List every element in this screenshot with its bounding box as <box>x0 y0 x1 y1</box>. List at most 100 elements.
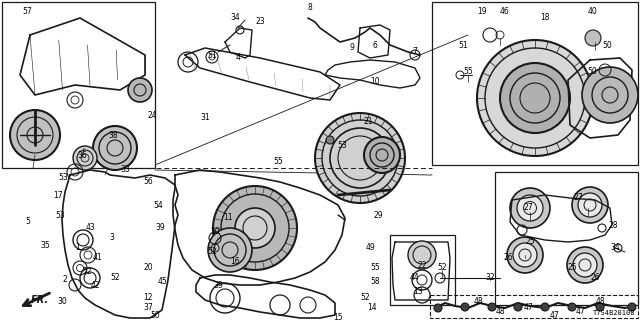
Circle shape <box>567 247 603 283</box>
Text: 47: 47 <box>575 308 585 316</box>
Text: 3: 3 <box>109 234 115 243</box>
Text: 12: 12 <box>143 293 153 302</box>
Text: 18: 18 <box>540 13 550 22</box>
Circle shape <box>364 137 400 173</box>
Text: 19: 19 <box>477 7 487 17</box>
Text: 52: 52 <box>437 263 447 273</box>
Circle shape <box>235 208 275 248</box>
Text: 50: 50 <box>587 68 597 76</box>
Text: 53: 53 <box>58 173 68 182</box>
Circle shape <box>73 146 97 170</box>
Text: 11: 11 <box>223 213 233 222</box>
Circle shape <box>541 303 549 311</box>
Text: 16: 16 <box>230 258 240 267</box>
Text: 37: 37 <box>143 303 153 313</box>
Text: 51: 51 <box>458 41 468 50</box>
Text: 30: 30 <box>57 298 67 307</box>
Text: 22: 22 <box>417 260 427 269</box>
Circle shape <box>10 110 60 160</box>
Text: 52: 52 <box>110 274 120 283</box>
Circle shape <box>93 126 137 170</box>
Circle shape <box>434 304 442 312</box>
Circle shape <box>507 237 543 273</box>
Text: 56: 56 <box>143 178 153 187</box>
Text: 45: 45 <box>157 277 167 286</box>
Circle shape <box>572 187 608 223</box>
Text: 55: 55 <box>273 157 283 166</box>
Text: 48: 48 <box>595 298 605 307</box>
Circle shape <box>514 303 522 311</box>
Text: 2: 2 <box>63 276 67 284</box>
Circle shape <box>477 40 593 156</box>
Bar <box>2 2 155 168</box>
Text: 53: 53 <box>337 140 347 149</box>
Text: 10: 10 <box>370 77 380 86</box>
Circle shape <box>582 67 638 123</box>
Circle shape <box>585 30 601 46</box>
Text: 15: 15 <box>333 314 343 320</box>
Text: 48: 48 <box>473 298 483 307</box>
Text: 21: 21 <box>364 117 372 126</box>
Text: 26: 26 <box>590 274 600 283</box>
Text: 49: 49 <box>365 244 375 252</box>
Circle shape <box>573 253 597 277</box>
Bar <box>432 2 638 165</box>
Text: FR.: FR. <box>31 295 49 305</box>
Text: 17: 17 <box>53 190 63 199</box>
Text: 20: 20 <box>143 263 153 273</box>
Text: 51: 51 <box>207 51 217 60</box>
Text: 36: 36 <box>77 150 87 159</box>
Text: 8: 8 <box>308 4 312 12</box>
Text: 25: 25 <box>567 263 577 273</box>
Text: T7S4B20108: T7S4B20108 <box>593 310 635 316</box>
Text: 24: 24 <box>147 110 157 119</box>
Circle shape <box>578 193 602 217</box>
Text: 39: 39 <box>213 281 223 290</box>
Circle shape <box>461 303 469 311</box>
Text: 41: 41 <box>92 253 102 262</box>
Text: 31: 31 <box>200 114 210 123</box>
Text: 47: 47 <box>523 303 533 313</box>
Circle shape <box>326 136 334 144</box>
Bar <box>430 295 638 318</box>
Text: 26: 26 <box>503 253 513 262</box>
Circle shape <box>596 303 604 311</box>
Text: 40: 40 <box>587 7 597 17</box>
Text: 25: 25 <box>525 237 535 246</box>
Text: 52: 52 <box>82 268 92 276</box>
Text: 32: 32 <box>485 274 495 283</box>
Text: 14: 14 <box>367 303 377 313</box>
Circle shape <box>628 303 636 311</box>
Text: 57: 57 <box>22 7 32 17</box>
Text: 34: 34 <box>610 244 620 252</box>
Text: 58: 58 <box>370 277 380 286</box>
Bar <box>390 235 455 305</box>
Text: 47: 47 <box>550 310 560 319</box>
Text: 1: 1 <box>76 244 81 252</box>
Text: 43: 43 <box>85 223 95 233</box>
Text: 46: 46 <box>500 7 510 17</box>
Circle shape <box>517 195 543 221</box>
Text: 29: 29 <box>373 211 383 220</box>
Text: 48: 48 <box>495 308 505 316</box>
Bar <box>495 172 638 305</box>
Text: 33: 33 <box>120 165 130 174</box>
Circle shape <box>315 113 405 203</box>
Text: 28: 28 <box>608 220 618 229</box>
Text: 42: 42 <box>90 281 100 290</box>
Circle shape <box>128 78 152 102</box>
Text: 27: 27 <box>523 204 533 212</box>
Text: 44: 44 <box>410 274 420 283</box>
Text: 7: 7 <box>413 47 417 57</box>
Circle shape <box>568 303 576 311</box>
Text: 5: 5 <box>26 218 31 227</box>
Text: 50: 50 <box>150 310 160 319</box>
Text: 55: 55 <box>370 263 380 273</box>
Text: 52: 52 <box>207 247 217 257</box>
Text: 27: 27 <box>573 194 583 203</box>
Circle shape <box>500 63 570 133</box>
Text: 6: 6 <box>372 41 378 50</box>
Text: 38: 38 <box>108 131 118 140</box>
Text: 54: 54 <box>153 201 163 210</box>
Text: 23: 23 <box>255 18 265 27</box>
